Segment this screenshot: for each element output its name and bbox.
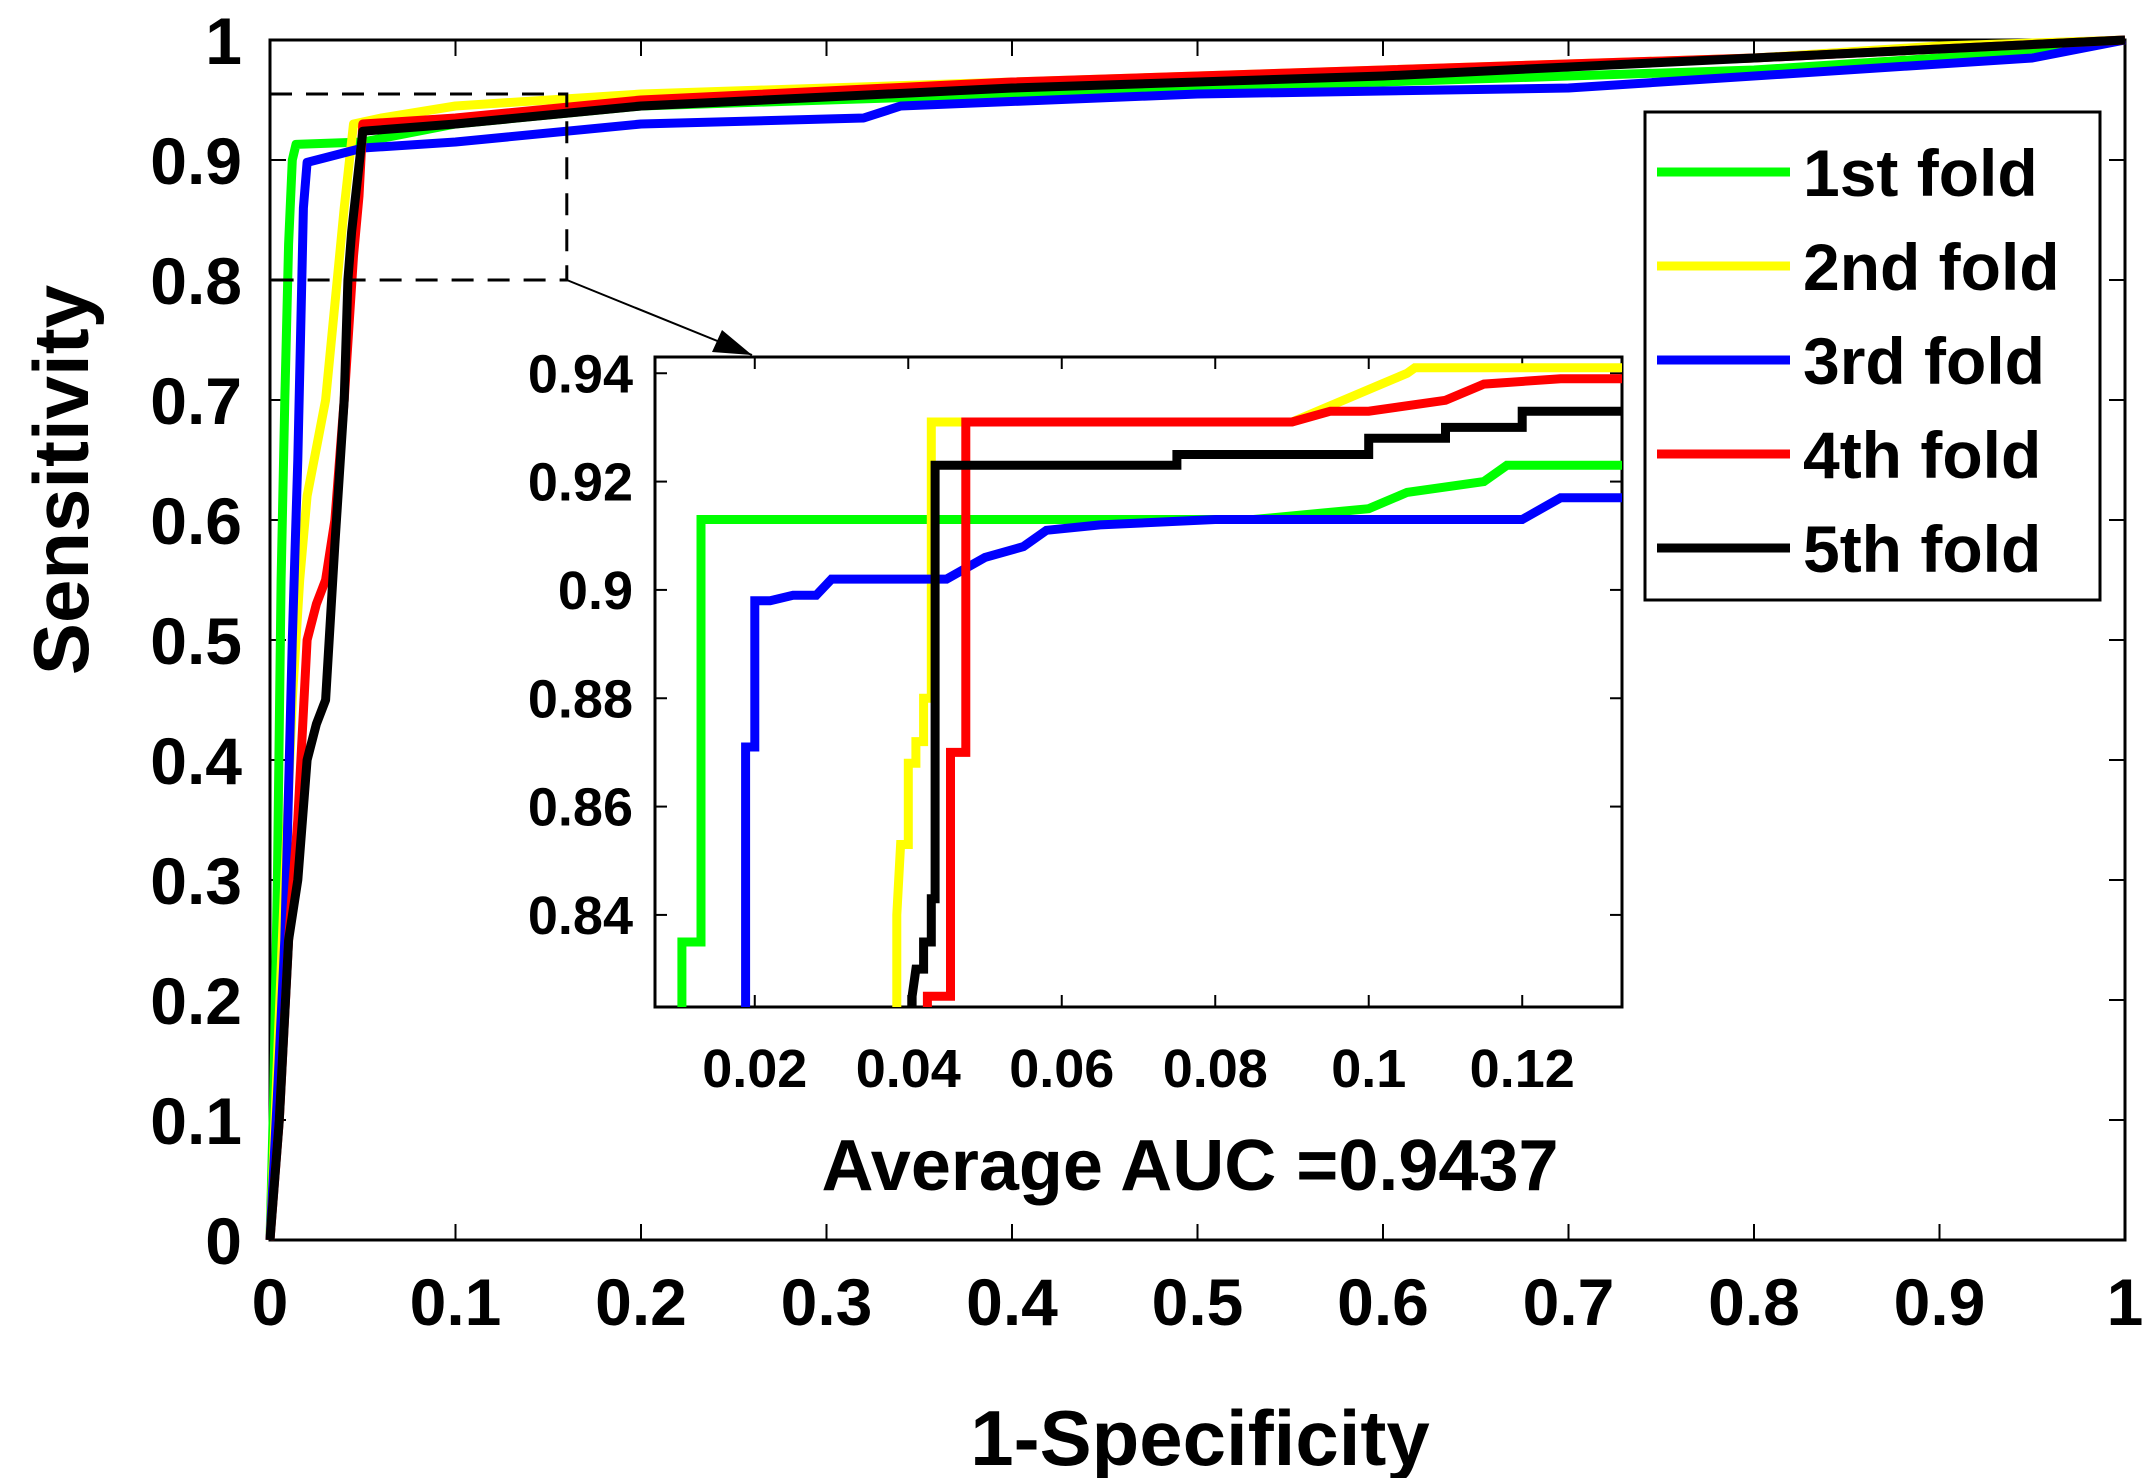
x-tick-label: 0.9 [1894,1265,1986,1339]
x-axis-label: 1-Specificity [970,1394,1430,1478]
average-auc-annotation: Average AUC =0.9437 [821,1126,1558,1206]
inset-y-tick-label: 0.9 [558,561,633,621]
inset-series-line-2 [892,363,1622,1007]
legend: 1st fold 2nd fold 3rd fold 4th fold 5th fold [1643,110,2102,602]
y-tick-label: 0.4 [150,724,242,798]
inset-y-tick-label: 0.84 [528,886,633,946]
main-series-line-3 [265,35,2126,1241]
y-tick-label: 1 [205,4,242,78]
x-tick-label: 0.5 [1152,1265,1244,1339]
y-tick-label: 0.7 [150,364,242,438]
inset-y-tick-label: 0.94 [528,344,633,404]
axis-labels: 1-Specificity Sensitivity Average AUC =0… [17,285,1559,1482]
y-tick-label: 0.1 [150,1084,242,1158]
inset-plot-area: 0.02 0.04 0.06 0.08 0.1 0.12 0.84 0.86 0.88 0.9 0.… [528,344,1624,1099]
inset-plot-frame [653,355,1624,1009]
legend-label-4: 4th fold [1803,418,2041,492]
legend-label-2: 2nd fold [1803,230,2060,304]
y-tick-label: 0 [205,1204,242,1278]
x-tick-label: 0.3 [781,1265,873,1339]
inset-y-tick-label: 0.88 [528,669,633,729]
legend-label-1: 1st fold [1803,136,2038,210]
inset-series-group [677,363,1622,1007]
x-tick-label: 0.2 [595,1265,687,1339]
inset-x-tick-label: 0.08 [1163,1039,1268,1099]
inset-series-line-3 [741,493,1622,1007]
y-tick-label: 0.8 [150,244,242,318]
zoom-region-box [268,92,569,282]
x-tick-label: 0.8 [1708,1265,1800,1339]
legend-label-5: 5th fold [1803,512,2041,586]
inset-series-line-5 [907,406,1622,1007]
x-tick-label: 0.4 [966,1265,1058,1339]
zoom-guides [268,92,753,356]
zoom-arrow-head [712,330,752,355]
y-tick-label: 0.6 [150,484,242,558]
inset-x-tick-label: 0.12 [1470,1039,1575,1099]
y-tick-label: 0.9 [150,124,242,198]
main-series-line-1 [265,35,2126,1241]
inset-series-line-4 [922,374,1622,1007]
x-tick-label: 0.6 [1337,1265,1429,1339]
y-tick-label: 0.3 [150,844,242,918]
inset-y-tick-label: 0.86 [528,778,633,838]
x-tick-label: 0.7 [1523,1265,1615,1339]
main-series-line-5 [265,35,2126,1241]
legend-label-3: 3rd fold [1803,324,2045,398]
x-tick-label: 0 [252,1265,289,1339]
inset-x-tick-label: 0.06 [1009,1039,1114,1099]
x-tick-label: 1 [2107,1265,2144,1339]
inset-y-tick-label: 0.92 [528,453,633,513]
inset-x-tick-label: 0.04 [856,1039,961,1099]
x-tick-label: 0.1 [410,1265,502,1339]
y-tick-label: 0.5 [150,604,242,678]
inset-x-tick-label: 0.02 [702,1039,807,1099]
inset-x-tick-label: 0.1 [1331,1039,1406,1099]
y-axis-label: Sensitivity [17,285,105,675]
y-tick-label: 0.2 [150,964,242,1038]
